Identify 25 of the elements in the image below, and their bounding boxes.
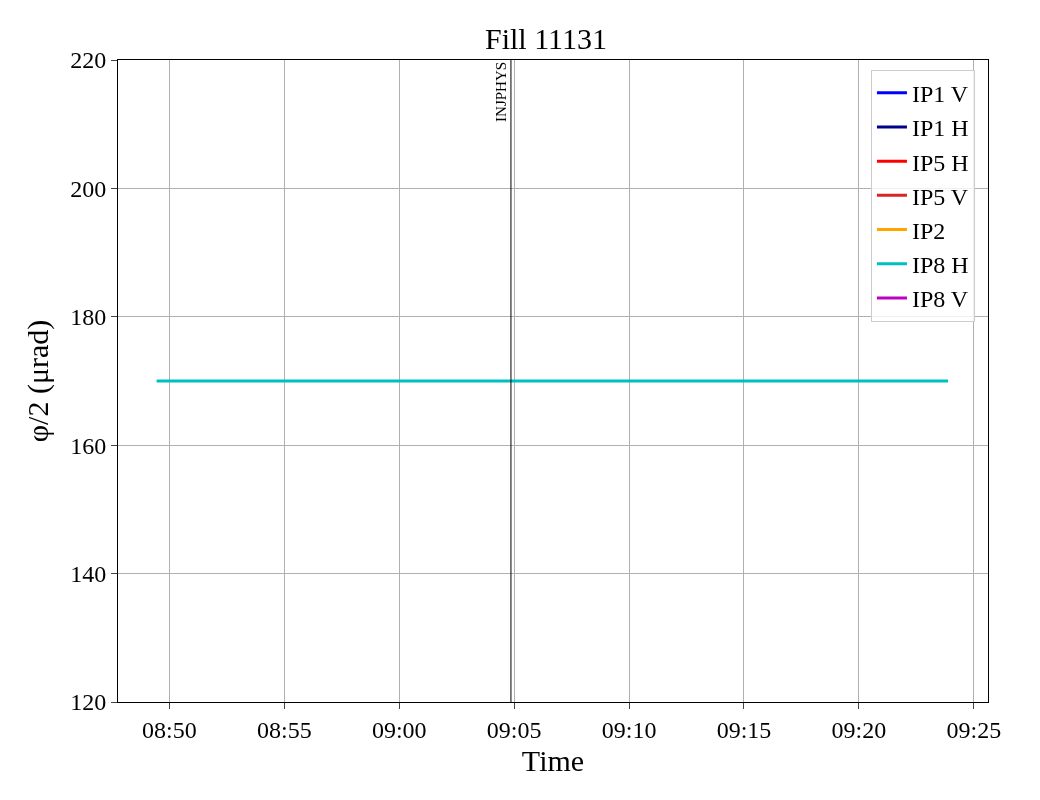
legend-label: IP2 bbox=[911, 217, 946, 244]
x-tick-label: 09:10 bbox=[601, 716, 657, 743]
y-axis-title: φ/2 (μrad) bbox=[21, 319, 56, 443]
x-tick-label: 09:25 bbox=[946, 716, 1002, 743]
legend-label: IP8 H bbox=[911, 252, 969, 279]
legend-label: IP5 V bbox=[911, 183, 969, 210]
y-tick-label: 120 bbox=[70, 689, 107, 716]
y-tick-label: 160 bbox=[70, 432, 107, 459]
x-tick-label: 09:00 bbox=[371, 716, 427, 743]
ref-line-label: INJPHYS bbox=[492, 61, 509, 122]
y-tick-label: 200 bbox=[70, 175, 107, 202]
y-tick-label: 180 bbox=[70, 304, 107, 331]
legend-label: IP1 V bbox=[911, 81, 969, 108]
legend-label: IP5 H bbox=[911, 149, 969, 176]
x-tick-label: 08:55 bbox=[257, 716, 312, 743]
legend-label: IP1 H bbox=[911, 115, 969, 142]
legend-label: IP8 V bbox=[911, 286, 969, 313]
x-tick-label: 09:20 bbox=[831, 716, 887, 743]
chart-title: Fill 11131 bbox=[485, 22, 607, 55]
x-tick-label: 08:50 bbox=[142, 716, 197, 743]
y-tick-label: 140 bbox=[70, 561, 107, 587]
x-axis-title: Time bbox=[521, 744, 585, 778]
y-tick-label: 220 bbox=[70, 47, 107, 74]
x-tick-label: 09:15 bbox=[716, 716, 772, 743]
x-tick-label: 09:05 bbox=[486, 716, 542, 743]
